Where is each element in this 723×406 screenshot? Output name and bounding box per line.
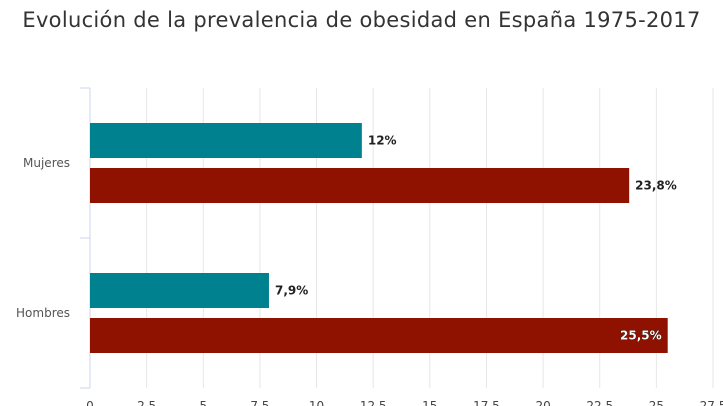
x-tick-label: 22.5 — [586, 399, 613, 406]
data-labels: 12% 23,8% 7,9% 25,5% — [275, 134, 677, 343]
bar — [90, 273, 269, 308]
category-label: Mujeres — [23, 156, 70, 170]
x-tick-label: 2.5 — [137, 399, 156, 406]
x-tick-label: 20 — [535, 399, 550, 406]
x-tick-label: 27.5 — [700, 399, 723, 406]
data-label: 12% — [368, 134, 397, 148]
x-axis-tick-labels: 0 2.5 5 7.5 10 12.5 15 17.5 20 22.5 25 27.5 — [86, 399, 723, 406]
x-tick-label: 17.5 — [473, 399, 500, 406]
x-tick-label: 0 — [86, 399, 94, 406]
data-label: 25,5% — [620, 329, 662, 343]
x-tick-label: 25 — [649, 399, 664, 406]
data-label: 23,8% — [635, 179, 677, 193]
x-tick-label: 12.5 — [360, 399, 387, 406]
chart-title: Evolución de la prevalencia de obesidad … — [22, 8, 701, 32]
category-label: Hombres — [16, 306, 70, 320]
category-axis: Mujeres Hombres — [16, 87, 91, 389]
bar — [90, 318, 668, 353]
x-tick-label: 5 — [199, 399, 207, 406]
x-tick-label: 10 — [309, 399, 324, 406]
x-tick-label: 15 — [422, 399, 437, 406]
x-tick-label: 7.5 — [250, 399, 269, 406]
bar — [90, 168, 630, 203]
bars — [90, 123, 668, 353]
bar — [90, 123, 362, 158]
data-label: 7,9% — [275, 284, 308, 298]
